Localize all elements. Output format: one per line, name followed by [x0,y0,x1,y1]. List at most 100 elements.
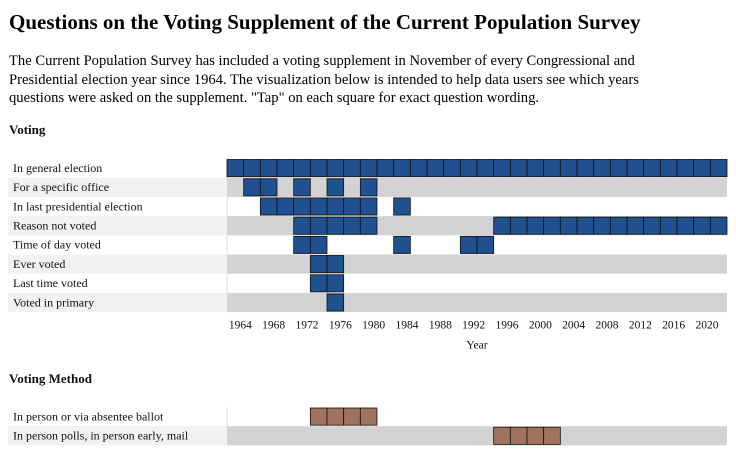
question-square[interactable] [276,197,295,216]
question-square[interactable] [359,197,378,216]
question-square[interactable] [326,197,345,216]
question-square[interactable] [526,159,545,178]
x-tick-label: 1976 [329,320,352,332]
question-square[interactable] [476,159,495,178]
question-square[interactable] [676,216,695,235]
row-bg [227,254,727,274]
question-square[interactable] [493,159,511,178]
question-square[interactable] [276,159,295,178]
question-square[interactable] [609,216,628,235]
question-square[interactable] [359,159,378,178]
question-square[interactable] [576,159,595,178]
question-square[interactable] [526,426,545,445]
question-square[interactable] [493,216,511,235]
question-square[interactable] [343,407,361,426]
question-square[interactable] [376,159,395,178]
row-label: In last presidential election [13,199,143,213]
question-square[interactable] [459,159,478,178]
question-square[interactable] [393,197,411,216]
question-square[interactable] [293,159,311,178]
question-square[interactable] [393,235,411,254]
question-square[interactable] [476,235,495,254]
question-square[interactable] [643,216,661,235]
question-square[interactable] [626,159,645,178]
question-square[interactable] [626,216,645,235]
question-square[interactable] [693,159,711,178]
question-square[interactable] [459,235,478,254]
x-tick-label: 1980 [362,320,385,332]
row-bg [227,177,727,197]
x-tick-label: 1968 [262,320,285,332]
question-square[interactable] [509,159,528,178]
question-square[interactable] [359,407,378,426]
question-square[interactable] [293,235,311,254]
x-tick-label: 2004 [562,320,585,332]
question-square[interactable] [426,159,445,178]
question-square[interactable] [543,159,561,178]
question-square[interactable] [526,216,545,235]
question-square[interactable] [676,159,695,178]
row-label-bg [8,426,227,446]
question-square[interactable] [309,197,328,216]
question-square[interactable] [309,216,328,235]
question-square[interactable] [409,159,428,178]
question-square[interactable] [309,235,328,254]
question-square[interactable] [559,159,578,178]
description: The Current Population Survey has includ… [9,53,639,106]
question-square[interactable] [693,216,711,235]
question-square[interactable] [343,159,361,178]
question-square[interactable] [326,178,345,197]
question-square[interactable] [343,197,361,216]
question-square[interactable] [343,216,361,235]
question-square[interactable] [309,255,328,274]
question-square[interactable] [593,216,611,235]
section-title: Voting [9,122,46,137]
question-square[interactable] [593,159,611,178]
question-square[interactable] [359,216,378,235]
question-square[interactable] [543,426,561,445]
question-square[interactable] [493,426,511,445]
question-square[interactable] [559,216,578,235]
question-square[interactable] [443,159,461,178]
question-square[interactable] [259,197,278,216]
question-square[interactable] [709,159,728,178]
question-square[interactable] [643,159,661,178]
question-square[interactable] [509,426,528,445]
question-square[interactable] [659,216,678,235]
question-square[interactable] [293,216,311,235]
x-tick-label: 2012 [629,320,652,332]
row-label: Time of day voted [13,238,101,252]
x-tick-label: 2020 [696,320,719,332]
question-square[interactable] [326,274,345,293]
question-square[interactable] [509,216,528,235]
question-square[interactable] [309,274,328,293]
question-square[interactable] [326,293,345,312]
question-square[interactable] [326,159,345,178]
question-square[interactable] [293,197,311,216]
question-square[interactable] [326,255,345,274]
question-square[interactable] [293,178,311,197]
question-square[interactable] [393,159,411,178]
question-square[interactable] [326,216,345,235]
question-square[interactable] [309,159,328,178]
question-square[interactable] [243,178,261,197]
question-square[interactable] [609,159,628,178]
question-square[interactable] [259,178,278,197]
x-tick-label: 2000 [529,320,552,332]
row-label: For a specific office [13,180,109,194]
question-square[interactable] [243,159,261,178]
question-square[interactable] [259,159,278,178]
x-axis-label: Year [466,340,487,352]
question-square[interactable] [543,216,561,235]
question-square[interactable] [576,216,595,235]
question-square[interactable] [709,216,728,235]
question-square[interactable] [359,178,378,197]
question-square[interactable] [309,407,328,426]
x-tick-label: 1992 [462,320,485,332]
row-label: In general election [13,161,102,175]
row-bg [227,426,727,446]
question-square[interactable] [659,159,678,178]
question-square[interactable] [226,159,245,178]
question-square[interactable] [326,407,345,426]
